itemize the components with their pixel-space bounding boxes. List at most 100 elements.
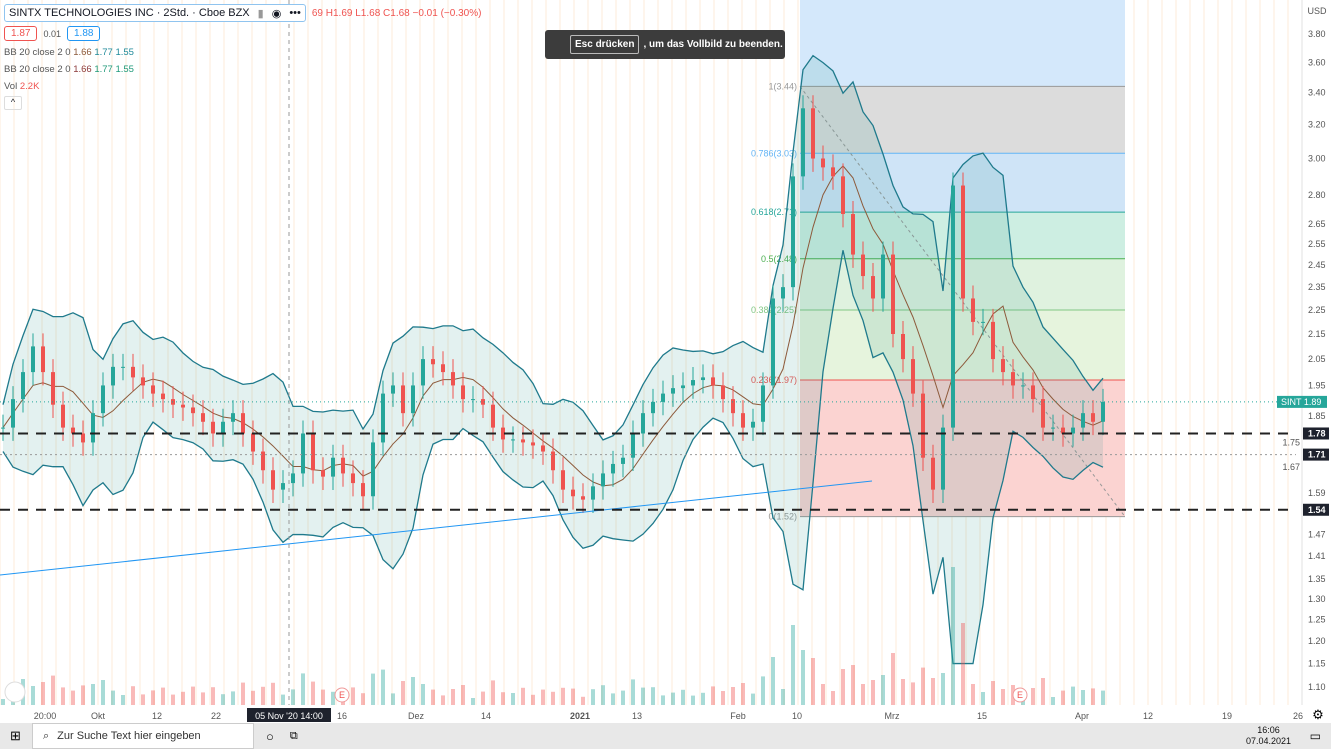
volume-bar	[701, 692, 705, 705]
candle	[761, 385, 765, 422]
indicator-bb-2[interactable]: BB 20 close 2 0 1.66 1.77 1.55	[4, 64, 134, 75]
volume-bar	[251, 690, 255, 705]
indicator-bb-1[interactable]: BB 20 close 2 0 1.66 1.77 1.55	[4, 47, 134, 58]
tradingview-logo	[4, 681, 26, 703]
candle	[371, 442, 375, 497]
volume-bar	[501, 692, 505, 705]
fib-level-label: 1(3.44)	[768, 81, 797, 91]
volume-bar	[861, 684, 865, 705]
candle	[271, 470, 275, 490]
volume-bar	[661, 695, 665, 705]
cortana-icon[interactable]: ○	[266, 728, 274, 744]
candle	[691, 380, 695, 386]
volume-bar	[321, 689, 325, 705]
volume-bar	[81, 685, 85, 705]
time-tick: Dez	[408, 711, 425, 721]
time-tick: Mrz	[885, 711, 900, 721]
task-view-icon[interactable]: ⧉	[289, 729, 298, 742]
price-tick: 1.59	[1308, 488, 1326, 498]
sell-price[interactable]: 1.87	[4, 26, 38, 41]
price-tick: 1.20	[1308, 636, 1326, 646]
candle	[611, 463, 615, 474]
currency-label: USD	[1307, 6, 1327, 16]
candle	[641, 413, 645, 434]
symbol-title[interactable]: SINTX TECHNOLOGIES INC · 2Std. · Cboe BZ…	[4, 4, 306, 22]
taskbar-search[interactable]: ⌕ Zur Suche Text hier eingeben	[32, 723, 254, 749]
volume-bar	[1, 699, 5, 705]
price-tick: 1.67	[1282, 462, 1300, 472]
notification-icon[interactable]: ▭	[1309, 729, 1321, 743]
settings-icon[interactable]: ⚙	[1312, 707, 1324, 722]
candle	[361, 483, 365, 497]
more-icon[interactable]: •••	[289, 7, 301, 19]
price-tick: 3.60	[1308, 57, 1326, 67]
time-tick: 20:00	[34, 711, 57, 721]
volume-bar	[581, 696, 585, 705]
collapse-legend-button[interactable]: ^	[4, 96, 22, 110]
indicator-volume[interactable]: Vol 2.2K	[4, 81, 40, 92]
volume-bar	[211, 687, 215, 705]
candle	[1031, 385, 1035, 400]
candle	[191, 407, 195, 414]
volume-bar	[171, 694, 175, 705]
price-line-badge	[1303, 448, 1329, 461]
volume-bar	[781, 689, 785, 705]
buy-price[interactable]: 1.88	[67, 26, 101, 41]
volume-bar	[791, 625, 795, 705]
volume-bar	[331, 691, 335, 705]
volume-bar	[1031, 688, 1035, 705]
clock[interactable]: 16:06 07.04.2021	[1245, 725, 1291, 746]
chart-legend: SINTX TECHNOLOGIES INC · 2Std. · Cboe BZ…	[4, 4, 481, 110]
candle	[861, 254, 865, 277]
candle	[671, 388, 675, 394]
price-tick: 2.25	[1308, 305, 1326, 315]
candle	[461, 385, 465, 400]
volume-bar	[671, 692, 675, 705]
volume-bar	[71, 690, 75, 705]
eye-icon[interactable]: ◉	[271, 7, 282, 20]
fib-zone	[800, 380, 1125, 517]
time-tick: 22	[211, 711, 221, 721]
volume-bar	[41, 682, 45, 705]
earnings-icon: E	[1017, 690, 1023, 700]
fib-zone	[800, 86, 1125, 154]
candle	[521, 439, 525, 443]
candle	[711, 377, 715, 386]
volume-bar	[951, 567, 955, 705]
volume-bar	[391, 693, 395, 705]
volume-bar	[1081, 690, 1085, 705]
candle	[1011, 372, 1015, 386]
volume-bar	[31, 686, 35, 705]
candle	[921, 393, 925, 458]
candle	[451, 372, 455, 386]
volume-bar	[741, 683, 745, 705]
candle	[211, 421, 215, 434]
flag-icon[interactable]: ▮	[257, 7, 264, 20]
volume-bar	[351, 687, 355, 705]
volume-bar	[61, 687, 65, 705]
price-chart[interactable]: 1(3.44)0.786(3.03)0.618(2.71)0.5(2.48)0.…	[0, 0, 1331, 723]
candle	[391, 385, 395, 394]
volume-bar	[891, 653, 895, 705]
taskbar: ⊞ ⌕ Zur Suche Text hier eingeben ○ ⧉ 16:…	[0, 723, 1331, 749]
candle	[491, 404, 495, 428]
volume-bar	[291, 689, 295, 705]
time-tick: 19	[1222, 711, 1232, 721]
candle	[831, 167, 835, 177]
candle	[91, 413, 95, 443]
volume-bar	[161, 687, 165, 705]
volume-bar	[271, 682, 275, 705]
candle	[501, 427, 505, 440]
volume-bar	[471, 698, 475, 705]
price-tick: 1.85	[1308, 411, 1326, 421]
volume-bar	[201, 692, 205, 705]
volume-bar	[651, 687, 655, 705]
volume-bar	[911, 682, 915, 705]
windows-start-icon[interactable]: ⊞	[10, 728, 21, 743]
volume-bar	[871, 680, 875, 705]
volume-bar	[551, 691, 555, 705]
time-tick: Okt	[91, 711, 106, 721]
volume-bar	[961, 623, 965, 705]
candle	[601, 473, 605, 487]
candle	[71, 427, 75, 434]
